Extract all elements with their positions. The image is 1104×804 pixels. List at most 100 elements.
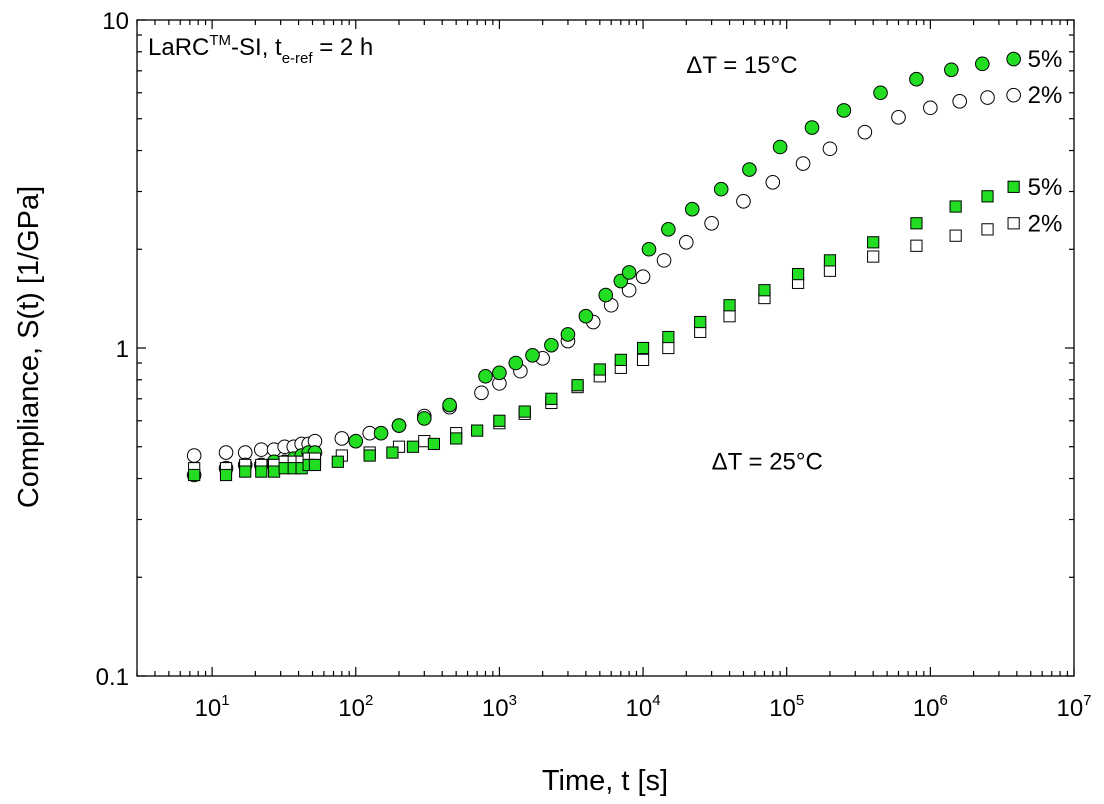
x-tick-label-exponent: 7 xyxy=(1083,692,1091,709)
data-point xyxy=(742,162,757,177)
data-point xyxy=(237,445,253,460)
data-point xyxy=(239,465,252,478)
axes xyxy=(136,19,1075,677)
series-end-label: 5% xyxy=(1028,46,1063,73)
data-point xyxy=(736,194,751,209)
data-point xyxy=(406,440,420,453)
x-tick-label: 105 xyxy=(769,692,804,722)
data-point xyxy=(867,250,880,263)
data-point xyxy=(621,282,637,298)
data-point xyxy=(804,120,820,135)
data-point xyxy=(545,392,558,405)
data-point xyxy=(975,56,990,72)
data-point xyxy=(661,222,676,237)
data-point xyxy=(578,308,594,324)
data-point xyxy=(598,287,614,303)
data-marks xyxy=(186,51,1021,483)
data-point xyxy=(636,353,650,366)
data-point xyxy=(442,397,457,413)
data-point xyxy=(723,310,736,323)
data-point xyxy=(373,425,389,441)
data-point xyxy=(635,269,651,284)
data-point xyxy=(910,239,923,252)
data-point xyxy=(867,236,880,249)
data-point xyxy=(836,103,852,118)
data-point xyxy=(791,267,805,281)
x-tick-label-base: 10 xyxy=(482,695,509,722)
data-point xyxy=(981,223,994,236)
data-point xyxy=(614,353,627,366)
data-point xyxy=(492,365,507,381)
chart-labels: Time, t [s] Compliance, S(t) [1/GPa] LaR… xyxy=(13,8,1092,797)
data-point xyxy=(795,156,811,171)
data-point xyxy=(334,431,350,446)
data-point xyxy=(656,253,672,268)
data-point xyxy=(621,265,637,280)
data-point xyxy=(1006,87,1021,103)
data-point xyxy=(593,363,606,376)
data-point xyxy=(571,379,584,392)
data-point xyxy=(923,100,938,116)
y-tick-label: 10 xyxy=(102,8,129,35)
data-point xyxy=(188,468,201,482)
plot-frame xyxy=(136,19,1075,677)
data-point xyxy=(348,433,364,449)
annotation-superscript: TM xyxy=(209,32,231,49)
data-point xyxy=(255,465,268,478)
data-point xyxy=(678,235,694,250)
data-point xyxy=(253,442,269,457)
x-tick-label: 103 xyxy=(482,692,517,722)
data-point xyxy=(823,254,837,267)
data-point xyxy=(1007,180,1020,193)
annotation-subscript: e-ref xyxy=(282,50,314,67)
y-axis-title: Compliance, S(t) [1/GPa] xyxy=(13,186,45,508)
x-tick-label-exponent: 6 xyxy=(940,692,948,709)
data-point xyxy=(331,455,344,468)
data-point xyxy=(891,110,906,125)
data-point xyxy=(952,94,967,109)
series-end-label: 5% xyxy=(1028,174,1063,201)
data-point xyxy=(641,241,657,257)
x-tick-label: 101 xyxy=(195,692,230,722)
x-tick-label-exponent: 4 xyxy=(652,692,660,709)
data-point xyxy=(758,284,771,297)
data-point xyxy=(391,418,407,433)
x-tick-label-exponent: 1 xyxy=(221,692,229,709)
x-tick-label: 106 xyxy=(913,692,948,722)
x-tick-label-base: 10 xyxy=(769,695,796,722)
data-point xyxy=(427,437,441,451)
y-tick-label: 0.1 xyxy=(96,664,129,691)
data-point xyxy=(518,405,531,418)
data-point xyxy=(560,327,576,342)
data-point xyxy=(474,385,489,401)
data-point xyxy=(363,449,376,462)
group-label: ΔT = 25°C xyxy=(712,449,823,476)
data-point xyxy=(910,217,923,230)
data-point xyxy=(267,465,281,478)
data-point xyxy=(662,341,675,355)
x-axis-title: Time, t [s] xyxy=(542,765,668,797)
data-point xyxy=(823,264,837,277)
data-point xyxy=(765,175,781,190)
data-point xyxy=(694,315,707,329)
series-end-label: 2% xyxy=(1028,82,1063,109)
data-point xyxy=(944,62,959,78)
data-point xyxy=(873,85,888,101)
data-point xyxy=(636,341,650,355)
data-point xyxy=(949,229,962,242)
data-point xyxy=(386,446,399,459)
data-point xyxy=(1006,51,1021,67)
x-tick-label-exponent: 3 xyxy=(509,692,517,709)
x-tick-label-exponent: 2 xyxy=(365,692,373,709)
x-tick-label-base: 10 xyxy=(626,695,653,722)
data-point xyxy=(723,299,736,312)
data-point xyxy=(308,458,322,472)
annotation-text-value: = 2 h xyxy=(313,34,374,61)
series-circle-2pct-0 xyxy=(186,87,1021,463)
data-point xyxy=(478,368,493,384)
condition-annotation: LaRCTM-SI, te-ref = 2 h xyxy=(148,32,373,67)
data-point xyxy=(684,201,700,217)
x-tick-label: 102 xyxy=(338,692,373,722)
series-square-5pct-3 xyxy=(188,180,1020,482)
